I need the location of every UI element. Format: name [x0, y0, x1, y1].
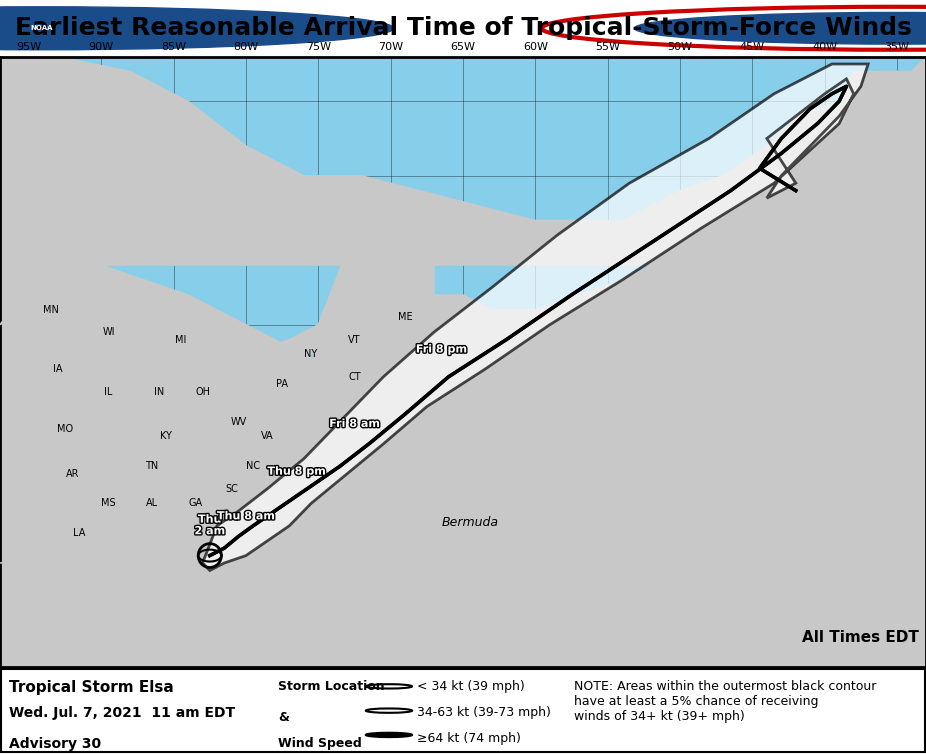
Text: MI: MI [175, 335, 186, 345]
Text: All Times EDT: All Times EDT [802, 630, 919, 645]
Text: NC: NC [246, 461, 260, 471]
Text: < 34 kt (39 mph): < 34 kt (39 mph) [417, 680, 524, 693]
Text: OH: OH [195, 387, 210, 397]
Text: SC: SC [225, 483, 238, 494]
Text: MS: MS [101, 498, 116, 508]
Circle shape [366, 733, 412, 737]
Text: AR: AR [66, 469, 79, 479]
Polygon shape [144, 533, 246, 623]
Text: Earliest Reasonable Arrival Time of Tropical-Storm-Force Winds: Earliest Reasonable Arrival Time of Trop… [15, 17, 911, 40]
Text: Thu 8 am: Thu 8 am [217, 511, 275, 521]
Text: CT: CT [348, 372, 361, 382]
Polygon shape [0, 250, 434, 354]
Text: Advisory 30: Advisory 30 [9, 737, 101, 751]
Text: VA: VA [261, 431, 274, 441]
Text: WI: WI [102, 327, 115, 337]
Text: IN: IN [154, 387, 164, 397]
Text: 34-63 kt (39-73 mph): 34-63 kt (39-73 mph) [417, 706, 551, 719]
Text: NY: NY [305, 349, 318, 360]
Text: GA: GA [188, 498, 203, 508]
Text: MO: MO [57, 424, 73, 434]
Text: NOAA: NOAA [31, 26, 53, 31]
Circle shape [0, 7, 394, 50]
Polygon shape [0, 533, 246, 563]
Text: KY: KY [160, 431, 172, 441]
Text: PA: PA [276, 379, 288, 389]
Circle shape [634, 13, 926, 44]
Text: VT: VT [348, 335, 361, 345]
Text: TN: TN [145, 461, 158, 471]
Text: AL: AL [146, 498, 158, 508]
Polygon shape [203, 64, 869, 571]
Text: MN: MN [43, 305, 58, 314]
Text: Thu 8 pm: Thu 8 pm [268, 467, 326, 477]
Text: Thu
2 am: Thu 2 am [194, 514, 225, 536]
Text: Wed. Jul. 7, 2021  11 am EDT: Wed. Jul. 7, 2021 11 am EDT [9, 706, 235, 720]
Polygon shape [0, 72, 926, 667]
Text: NOTE: Areas within the outermost black contour
have at least a 5% chance of rece: NOTE: Areas within the outermost black c… [574, 680, 877, 723]
Text: IL: IL [105, 387, 113, 397]
Text: &: & [278, 710, 289, 724]
Polygon shape [246, 295, 434, 414]
Text: Fri 8 am: Fri 8 am [330, 419, 380, 429]
Text: Fri 8 pm: Fri 8 pm [416, 345, 467, 354]
Text: Wind Speed: Wind Speed [278, 737, 361, 749]
Text: Bermuda: Bermuda [442, 516, 499, 529]
Text: Storm Location: Storm Location [278, 680, 384, 693]
Text: LA: LA [73, 529, 86, 538]
Text: ME: ME [398, 312, 412, 322]
Text: IA: IA [53, 364, 63, 375]
Text: WV: WV [231, 416, 247, 427]
Text: ≥64 kt (74 mph): ≥64 kt (74 mph) [417, 732, 520, 745]
Text: Tropical Storm Elsa: Tropical Storm Elsa [9, 680, 174, 695]
Polygon shape [0, 57, 926, 265]
